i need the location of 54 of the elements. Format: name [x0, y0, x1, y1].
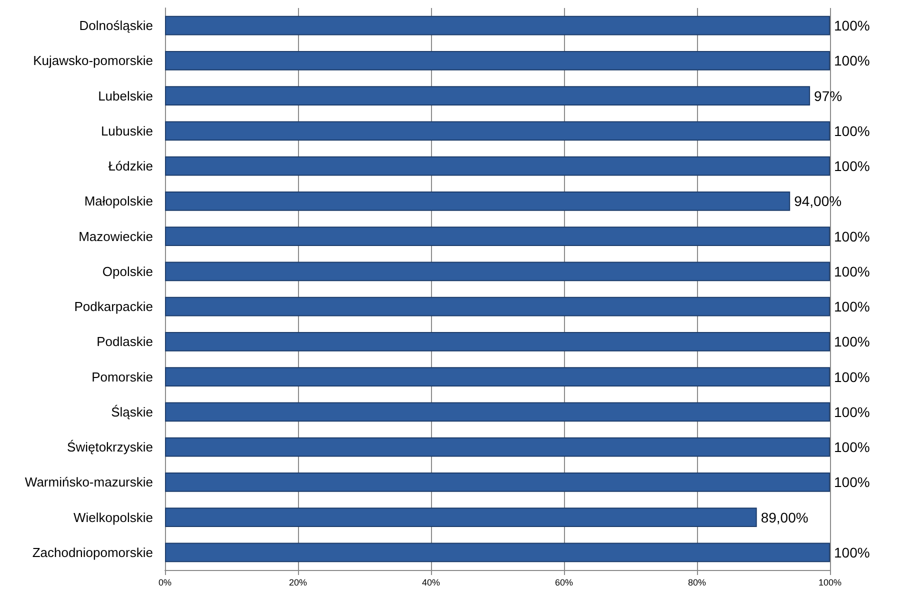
- y-tick-label: Opolskie: [102, 264, 153, 279]
- y-tick-label: Śląskie: [111, 404, 153, 420]
- data-label: 100%: [834, 18, 870, 34]
- data-label: 89,00%: [760, 509, 808, 526]
- bar: [165, 51, 830, 70]
- bar: [165, 86, 810, 106]
- x-tick-label: 60%: [554, 578, 574, 588]
- bar: [165, 296, 830, 316]
- y-tick-label: Łódzkie: [108, 158, 153, 174]
- bar: [165, 437, 830, 457]
- bar: [165, 226, 830, 246]
- x-tick-label: 40%: [422, 578, 440, 588]
- x-tick-label: 100%: [818, 578, 842, 588]
- y-tick-label: Podkarpackie: [74, 299, 153, 314]
- y-tick-label: Warmińsko-mazurskie: [24, 474, 153, 490]
- x-tick-label: 20%: [288, 578, 308, 588]
- y-tick-label: Lubelskie: [98, 88, 153, 104]
- data-label: 100%: [834, 298, 870, 315]
- bar: [165, 192, 790, 211]
- data-label: 100%: [834, 404, 870, 420]
- data-label: 94,00%: [794, 193, 842, 210]
- y-tick-label: Zachodniopomorskie: [32, 544, 153, 560]
- data-label: 100%: [834, 334, 870, 350]
- y-tick-label: Dolnośląskie: [79, 18, 153, 34]
- data-label: 100%: [834, 228, 870, 244]
- data-label: 100%: [834, 122, 870, 139]
- y-tick-label: Mazowieckie: [78, 228, 153, 244]
- y-tick-label: Wielkopolskie: [74, 510, 153, 525]
- bar: [165, 367, 830, 386]
- y-tick-label: Pomorskie: [92, 369, 153, 384]
- x-tick-label: 80%: [688, 578, 706, 588]
- y-tick-label: Małopolskie: [84, 194, 153, 209]
- data-label: 100%: [834, 439, 870, 456]
- bar: [165, 332, 830, 352]
- data-label: 100%: [834, 263, 870, 280]
- x-tick-label: 0%: [158, 578, 172, 588]
- bar: [165, 156, 830, 176]
- y-tick-label: Kujawsko-pomorskie: [33, 53, 153, 68]
- bar: [165, 121, 830, 141]
- bar: [165, 262, 830, 282]
- bar: [165, 16, 830, 36]
- data-label: 100%: [834, 52, 870, 69]
- y-tick-label: Podlaskie: [96, 334, 153, 350]
- data-label: 100%: [834, 158, 870, 174]
- data-label: 100%: [834, 544, 870, 560]
- bar: [165, 508, 757, 527]
- bar: [165, 402, 830, 422]
- data-label: 97%: [814, 88, 842, 104]
- data-label: 100%: [834, 474, 870, 490]
- bar: [165, 472, 830, 492]
- y-tick-label: Lubuskie: [100, 123, 153, 138]
- data-label: 100%: [834, 368, 870, 385]
- y-tick-label: Świętokrzyskie: [67, 440, 153, 455]
- bar: [165, 542, 830, 562]
